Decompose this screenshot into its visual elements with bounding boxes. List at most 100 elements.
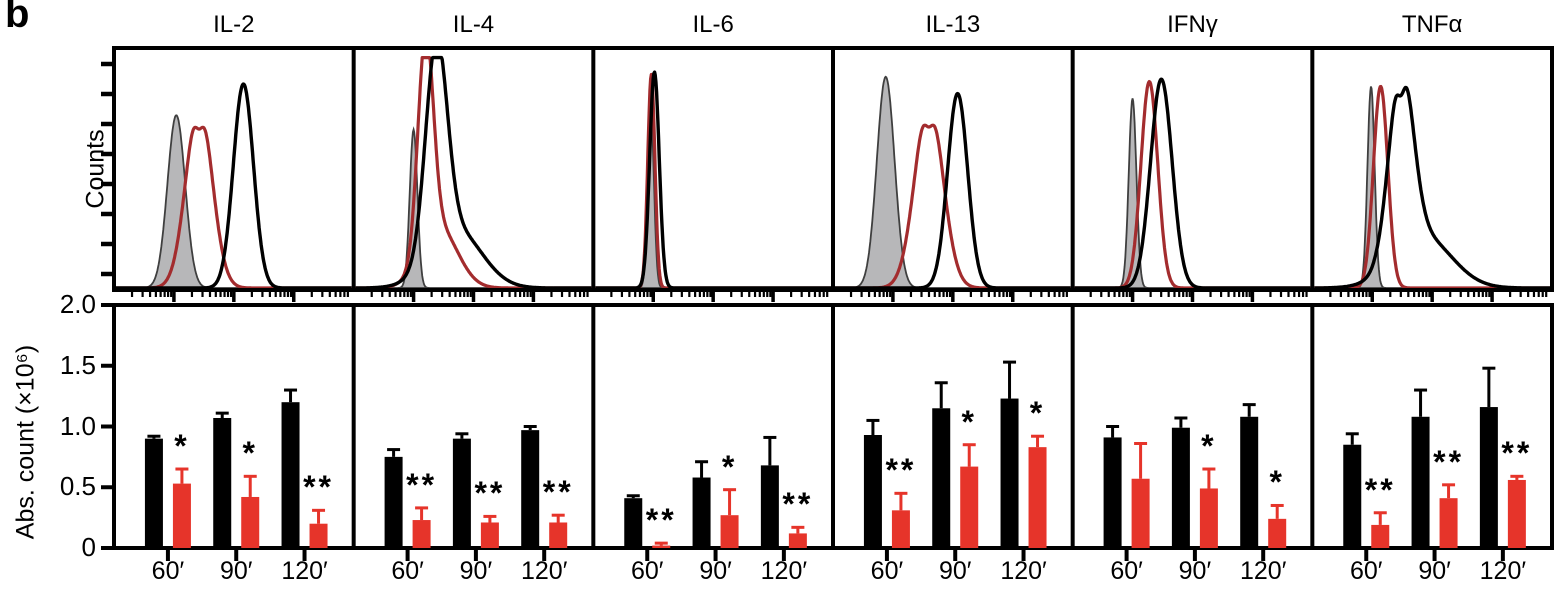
bar-row <box>101 303 1554 561</box>
significance-stars: * <box>1201 428 1217 465</box>
time-label: 60′ <box>391 557 424 585</box>
significance-stars: * <box>174 428 190 465</box>
curve-black <box>595 70 831 288</box>
bar-black <box>281 402 300 548</box>
histogram-panel-il-6 <box>595 70 831 288</box>
histogram-panel-il-4 <box>355 55 592 288</box>
bar-black <box>1479 407 1498 548</box>
bar-red <box>788 533 807 548</box>
bar-red <box>309 523 328 548</box>
bar-red <box>652 545 671 548</box>
curve-black <box>1314 85 1551 288</box>
curve-red <box>595 72 831 288</box>
bar-black <box>1000 398 1019 548</box>
curve-gray-filled <box>116 114 352 288</box>
curve-red <box>355 56 592 288</box>
curve-black <box>116 82 352 288</box>
bar-red <box>241 496 260 548</box>
histogram-x-ticks <box>130 292 1548 302</box>
bar-black <box>213 417 232 548</box>
time-label: 90′ <box>219 557 253 585</box>
significance-stars: ** <box>782 486 814 523</box>
time-label: 90′ <box>938 557 972 585</box>
significance-stars: * <box>961 403 977 440</box>
significance-stars: ** <box>645 502 677 539</box>
bar-panel-il-2 <box>144 388 328 561</box>
time-label: 120′ <box>1000 557 1047 585</box>
significance-stars: ** <box>406 466 438 503</box>
time-label: 120′ <box>281 557 328 585</box>
bar-black <box>1103 437 1122 548</box>
significance-stars: ** <box>1364 471 1396 508</box>
bar-red <box>1439 498 1458 548</box>
time-label: 90′ <box>1418 557 1451 585</box>
bar-ytick-label: 1.5 <box>59 349 96 380</box>
bar-ytick-label: 1.0 <box>59 410 96 441</box>
time-label: 60′ <box>1110 557 1143 585</box>
bar-black <box>1240 416 1259 548</box>
counts-axis-label: Counts <box>81 129 110 209</box>
bar-black <box>1411 416 1430 548</box>
time-label: 90′ <box>1178 557 1212 585</box>
bar-black <box>760 465 779 548</box>
curve-black <box>835 91 1071 288</box>
curve-black <box>355 55 592 288</box>
bar-panel-tnf <box>1343 366 1526 561</box>
bar-red <box>1371 524 1390 548</box>
significance-stars: ** <box>885 452 917 489</box>
bar-red <box>480 522 499 548</box>
panel-letter: b <box>5 0 30 36</box>
histogram-panel-title: IL-6 <box>692 11 734 38</box>
significance-stars: ** <box>303 469 334 506</box>
significance-stars: ** <box>542 474 574 511</box>
time-label: 60′ <box>1350 557 1383 585</box>
bar-black <box>384 456 403 548</box>
time-label: 90′ <box>699 557 732 585</box>
histogram-y-ticks <box>101 61 112 277</box>
significance-stars: * <box>721 448 738 485</box>
bar-red <box>172 483 191 548</box>
bar-panel-il-6 <box>624 435 807 561</box>
time-label: 120′ <box>520 557 568 585</box>
bar-panel-il-13 <box>863 360 1047 561</box>
bar-red <box>1028 447 1047 548</box>
bar-black <box>624 498 643 548</box>
bar-ytick-label: 2.0 <box>59 289 96 319</box>
bar-red <box>891 510 910 548</box>
significance-stars: ** <box>1433 443 1465 480</box>
histogram-row <box>101 46 1554 302</box>
bar-black <box>863 435 882 548</box>
time-label: 120′ <box>1479 557 1527 585</box>
bar-red <box>412 520 431 548</box>
abs-count-axis-label: Abs. count (×10⁶) <box>11 344 40 540</box>
histogram-panel-title: IL-2 <box>213 11 255 38</box>
significance-stars: ** <box>474 475 506 512</box>
time-label: 90′ <box>459 557 493 585</box>
bar-black <box>692 477 711 548</box>
histogram-panel-il-13 <box>835 75 1071 288</box>
bar-ytick-label: 0.5 <box>59 471 96 502</box>
histogram-panel-title: TNFα <box>1401 11 1463 38</box>
histogram-panel-tnf <box>1314 84 1551 288</box>
bar-black <box>452 438 471 548</box>
bar-y-ticks <box>101 303 112 550</box>
significance-stars: * <box>242 435 258 472</box>
bar-black <box>932 408 951 548</box>
time-label: 120′ <box>1239 557 1287 585</box>
histogram-panel-title: IL-4 <box>452 11 495 38</box>
significance-stars: * <box>1269 464 1285 501</box>
curve-gray-filled <box>595 108 831 288</box>
curve-red <box>1074 80 1311 288</box>
bar-panel-il-4 <box>384 425 568 561</box>
bar-red <box>720 515 739 548</box>
curve-gray-filled <box>835 75 1071 288</box>
histogram-panel-title: IL-13 <box>925 11 981 38</box>
bar-red <box>549 522 568 548</box>
time-label: 60′ <box>870 557 904 585</box>
bar-panel-ifn <box>1103 403 1287 561</box>
time-label: 60′ <box>151 557 185 585</box>
curve-gray-filled <box>355 126 592 288</box>
bar-black <box>521 430 540 548</box>
